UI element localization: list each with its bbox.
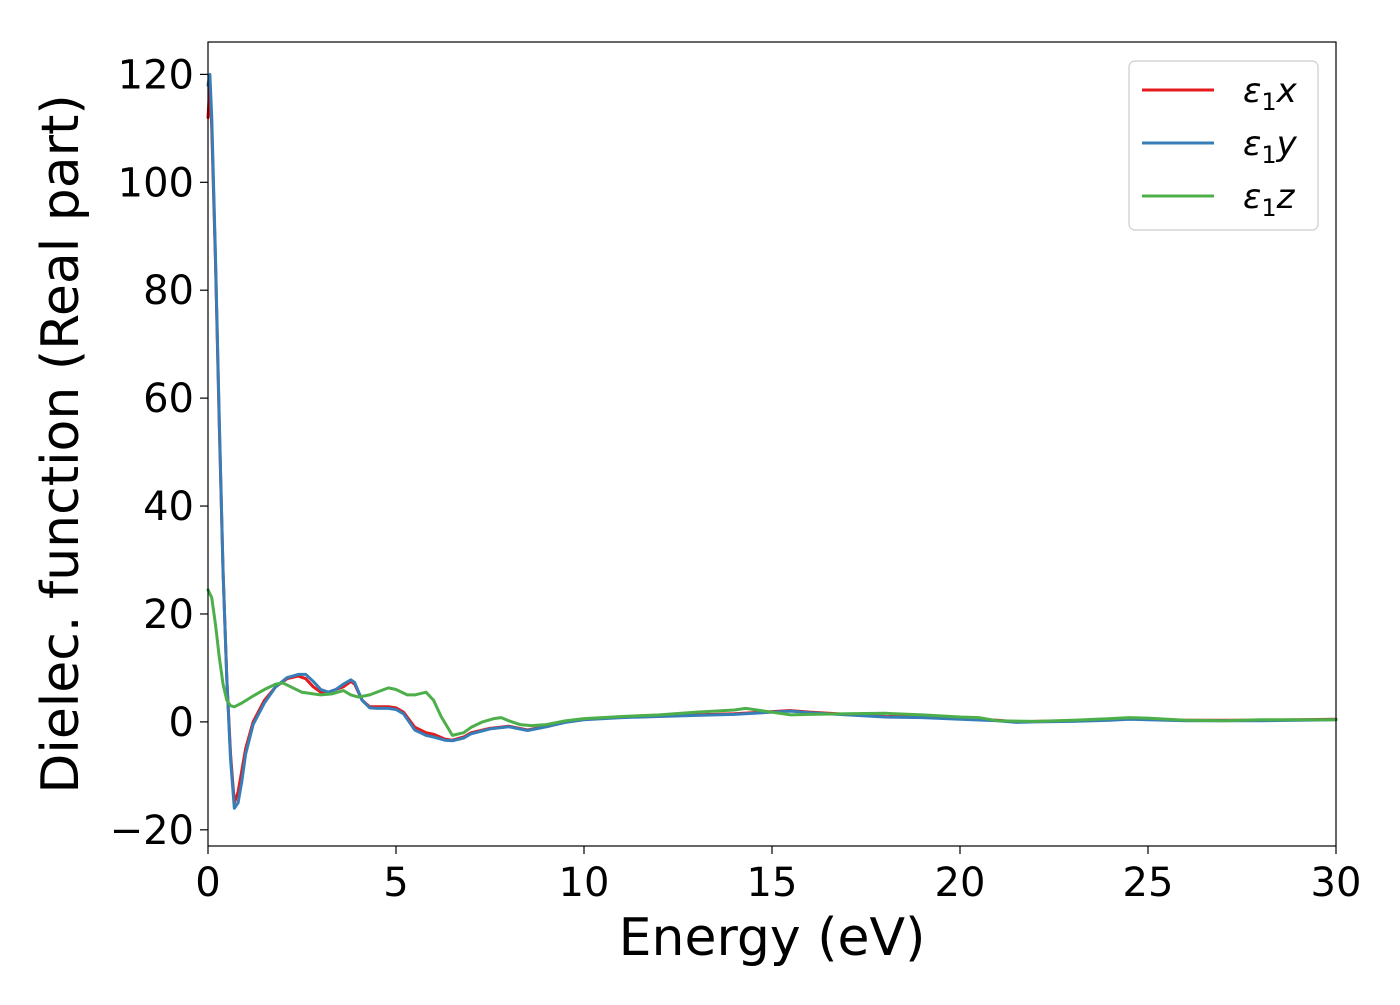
x-tick-label: 30 [1311, 860, 1362, 906]
y-tick-label: 120 [118, 52, 194, 98]
y-tick-label: −20 [110, 808, 194, 854]
x-tick-label: 25 [1123, 860, 1174, 906]
y-tick-label: 40 [143, 484, 194, 530]
series-layer [206, 72, 1338, 810]
y-tick-label: 0 [169, 700, 194, 746]
x-tick-label: 5 [383, 860, 408, 906]
legend-item-y: ε1y [1142, 124, 1298, 169]
legend: ε1x ε1y ε1z [1128, 60, 1319, 231]
y-tick-label: 100 [118, 160, 194, 206]
legend-label: ε1x [1243, 71, 1298, 116]
legend-label: ε1y [1243, 124, 1298, 169]
x-tick-label: 0 [195, 860, 220, 906]
y-tick-label: 80 [143, 268, 194, 314]
y-tick-label: 20 [143, 592, 194, 638]
legend-label: ε1z [1243, 177, 1296, 222]
legend-box [1128, 60, 1319, 231]
x-axis-title: Energy (eV) [619, 908, 926, 968]
x-tick-label: 15 [747, 860, 798, 906]
x-tick-label: 10 [559, 860, 610, 906]
x-tick-label: 20 [935, 860, 986, 906]
y-axis-title: Dielec. function (Real part) [31, 94, 91, 793]
y-tick-label: 60 [143, 376, 194, 422]
legend-item-z: ε1z [1142, 177, 1296, 222]
legend-item-x: ε1x [1142, 71, 1298, 116]
series-line-z [206, 588, 1338, 737]
